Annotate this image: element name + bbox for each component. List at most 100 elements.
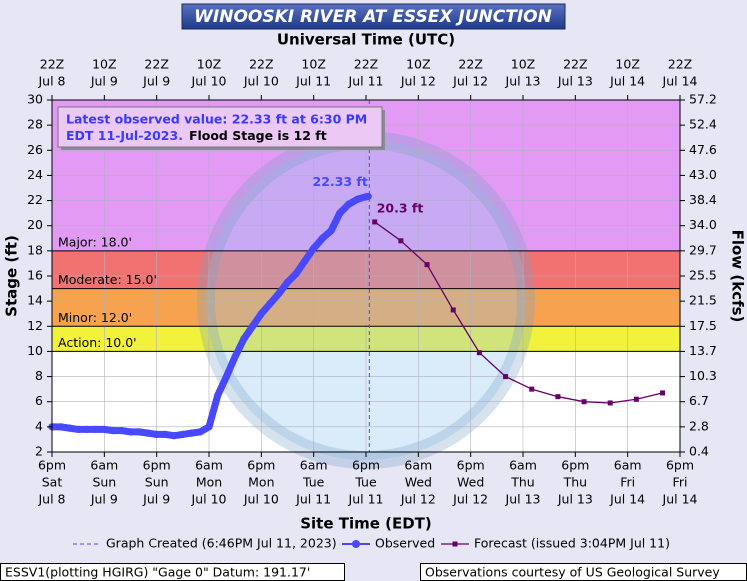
forecast-point (607, 400, 613, 406)
x-tick-label: Jul 12 (400, 492, 436, 507)
observed-point (144, 429, 152, 437)
forecast-point (398, 238, 404, 244)
observed-point (153, 430, 161, 438)
top-x-tick-label: 22Z (249, 57, 273, 72)
forecast-point (476, 350, 482, 356)
forecast-point (372, 219, 378, 225)
x-tick-label: Sun (92, 475, 116, 490)
forecast-point (529, 386, 535, 392)
observed-point (118, 427, 126, 435)
x-tick-label: 6pm (38, 458, 66, 473)
footer-text: Observations courtesy of US Geological S… (425, 565, 720, 580)
observed-point (266, 300, 274, 308)
top-x-tick-label: 10Z (92, 57, 116, 72)
x-tick-label: 6am (404, 458, 432, 473)
x-tick-label: 6am (614, 458, 642, 473)
x-tick-label: 6pm (247, 458, 275, 473)
y2-tick-label: 13.7 (689, 343, 717, 358)
observed-point (100, 425, 108, 433)
footer-text: ESSV1(plotting HGIRG) "Gage 0" Datum: 19… (5, 565, 310, 580)
top-x-tick-label: Jul 13 (505, 74, 541, 89)
x-tick-label: Mon (248, 475, 274, 490)
forecast-point (503, 374, 509, 380)
forecast-point (450, 307, 456, 313)
plot-border (51, 99, 681, 453)
x-tick-label: Jul 10 (191, 492, 227, 507)
observed-point (92, 425, 100, 433)
top-x-tick-label: 22Z (458, 57, 482, 72)
observed-point (205, 423, 213, 431)
annotation-date: EDT 11-Jul-2023. (66, 128, 183, 143)
x-tick-label: Fri (673, 475, 688, 490)
y-tick-label: 24 (27, 167, 43, 182)
observed-point (161, 430, 169, 438)
observed-point (283, 278, 292, 286)
x-tick-label: Jul 11 (348, 492, 384, 507)
observed-point (240, 335, 248, 343)
y2-tick-label: 17.5 (689, 318, 717, 333)
legend-swatch (452, 541, 458, 547)
forecast-point (424, 262, 430, 268)
threshold-label: Major: 18.0' (58, 234, 132, 249)
y2-tick-label: 43.0 (689, 167, 717, 182)
x-tick-label: Mon (196, 475, 222, 490)
x-tick-label: Jul 13 (505, 492, 541, 507)
top-x-tick-label: 22Z (668, 57, 692, 72)
x-tick-label: Thu (563, 475, 587, 490)
observed-point (310, 244, 318, 252)
observed-point (170, 432, 178, 440)
top-x-tick-label: Jul 10 (243, 74, 279, 89)
forecast-point (660, 390, 666, 396)
x-tick-label: 6pm (457, 458, 485, 473)
series-line (374, 221, 664, 404)
top-x-tick-label: Jul 12 (400, 74, 436, 89)
x-tick-label: Jul 10 (243, 492, 279, 507)
x-tick-label: 6pm (352, 458, 380, 473)
y-tick-label: 28 (27, 117, 43, 132)
x-tick-label: 6am (300, 458, 328, 473)
top-x-tick-label: 10Z (197, 57, 221, 72)
observed-point (257, 310, 265, 318)
observed-point (187, 429, 196, 437)
y2-tick-label: 34.0 (689, 217, 717, 232)
x-tick-label: Jul 9 (142, 492, 170, 507)
top-x-tick-label: Jul 13 (557, 74, 593, 89)
forecast-point (581, 399, 587, 405)
y-tick-label: 2 (35, 444, 43, 459)
observed-point (231, 352, 239, 361)
top-axis-label: Universal Time (UTC) (277, 31, 455, 49)
observed-point (196, 428, 204, 436)
overlay: 246810121416182022242628300.42.86.710.31… (0, 57, 747, 581)
legend-label: Graph Created (6:46PM Jul 11, 2023) (106, 536, 337, 551)
top-x-tick-label: Jul 9 (142, 74, 170, 89)
top-x-tick-label: Jul 9 (90, 74, 118, 89)
observed-point (353, 195, 361, 203)
threshold-label: Action: 10.0' (58, 335, 137, 350)
observed-point (65, 424, 74, 432)
y-tick-label: 22 (27, 192, 43, 207)
x-tick-label: Jul 14 (662, 492, 698, 507)
x-tick-label: 6am (509, 458, 537, 473)
forecast-point (555, 394, 561, 400)
plot-area: Action: 10.0' Minor: 12.0' Moderate: 15.0'… (48, 99, 681, 469)
y2-tick-label: 38.4 (689, 192, 717, 207)
y-tick-label: 16 (27, 268, 43, 283)
y-tick-label: 18 (27, 242, 43, 257)
observed-point (275, 290, 283, 298)
point-label: 22.33 ft (313, 174, 368, 189)
x-tick-label: Jul 9 (90, 492, 118, 507)
observed-point (249, 322, 257, 330)
observed-point (327, 227, 335, 235)
top-x-tick-label: 10Z (511, 57, 535, 72)
observed-point (336, 209, 344, 217)
legend-label: Observed (375, 536, 435, 551)
observed-point (344, 200, 353, 208)
observed-point (126, 428, 135, 436)
x-tick-label: Jul 11 (295, 492, 331, 507)
x-tick-label: Fri (620, 475, 635, 490)
observed-point (135, 428, 143, 436)
y2-tick-label: 6.7 (689, 393, 709, 408)
observed-point (179, 430, 187, 438)
y-tick-label: 8 (35, 368, 43, 383)
